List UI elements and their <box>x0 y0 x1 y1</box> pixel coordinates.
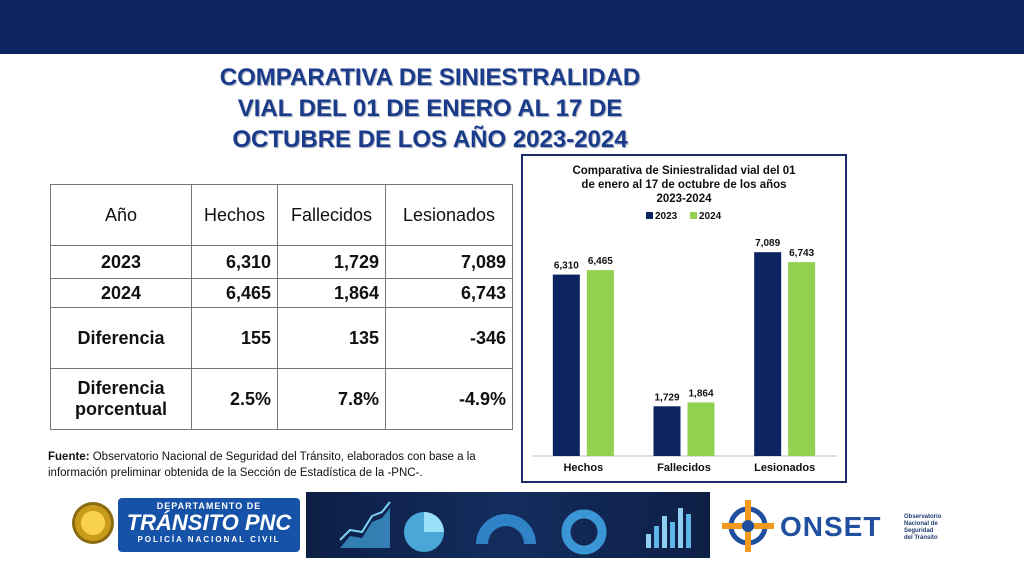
pnc-bottom-text: POLICÍA NACIONAL CIVIL <box>137 535 281 544</box>
source-text: Observatorio Nacional de Seguridad del T… <box>48 451 476 479</box>
header-bar <box>0 0 1024 54</box>
source-label: Fuente: <box>48 451 90 463</box>
onset-subtitle: Observatorio Nacional de Seguridad del T… <box>904 514 962 542</box>
bar-2024 <box>687 402 715 456</box>
police-badge-icon <box>72 502 114 544</box>
cell-lesionados: -346 <box>385 307 513 369</box>
data-label: 6,310 <box>554 261 579 272</box>
cell-hechos: 6,310 <box>191 245 278 279</box>
cell-fallecidos: 135 <box>277 307 386 369</box>
cell-fallecidos: 1,729 <box>277 245 386 279</box>
onset-logo: ONSET Observatorio Nacional de Seguridad… <box>722 500 962 552</box>
pnc-banner: DEPARTAMENTO DE TRÁNSITO PNC POLICÍA NAC… <box>118 498 300 552</box>
chart-canvas: Comparativa de Siniestralidad vial del 0… <box>533 165 837 474</box>
title-line: VIAL DEL 01 DE ENERO AL 17 DE <box>237 95 623 122</box>
row-label: Diferencia porcentual <box>50 368 192 430</box>
x-tick-label: Lesionados <box>754 462 815 474</box>
onset-subtitle-line: Seguridad <box>904 528 934 534</box>
cell-fallecidos: 7.8% <box>277 368 386 430</box>
bar-2023 <box>552 274 580 456</box>
cell-lesionados: 6,743 <box>385 278 513 308</box>
cell-hechos: 155 <box>191 307 278 369</box>
pnc-top-text: DEPARTAMENTO DE <box>156 501 262 511</box>
pnc-main-text: TRÁNSITO PNC <box>126 510 292 535</box>
table-header-row: Año Hechos Fallecidos Lesionados <box>50 184 513 246</box>
chart-title-line: 2023-2024 <box>657 193 713 205</box>
column-header: Lesionados <box>385 184 513 246</box>
page-title: COMPARATIVA DE SINIESTRALIDAD VIAL DEL 0… <box>170 62 690 155</box>
onset-wordmark: ONSET <box>780 511 882 542</box>
row-label-line: porcentual <box>74 399 167 419</box>
row-label: 2024 <box>50 278 192 308</box>
bar-2023 <box>653 406 681 456</box>
onset-subtitle-line: Nacional de <box>904 521 938 527</box>
chart-title-line: de enero al 17 de octubre de los años <box>581 179 786 191</box>
cell-fallecidos: 1,864 <box>277 278 386 308</box>
bar-chart: Comparativa de Siniestralidad vial del 0… <box>521 154 847 483</box>
onset-subtitle-line: Observatorio <box>904 514 942 520</box>
stats-table: Año Hechos Fallecidos Lesionados 2023 6,… <box>50 184 513 430</box>
data-label: 1,729 <box>654 392 679 403</box>
row-label: Diferencia <box>50 307 192 369</box>
column-header: Año <box>50 184 192 246</box>
source-note: Fuente: Observatorio Nacional de Segurid… <box>48 449 478 481</box>
analytics-graphics-icon <box>339 501 691 555</box>
table-row: 2024 6,465 1,864 6,743 <box>50 278 513 308</box>
data-label: 6,465 <box>588 256 613 267</box>
onset-subtitle-line: del Tránsito <box>904 535 938 541</box>
chart-title-line: Comparativa de Siniestralidad vial del 0… <box>572 165 796 177</box>
bar-2024 <box>788 262 816 456</box>
transito-pnc-logo: DEPARTAMENTO DE TRÁNSITO PNC POLICÍA NAC… <box>72 496 302 558</box>
row-label: 2023 <box>50 245 192 279</box>
bar-2024 <box>586 270 614 456</box>
table-row: Diferencia porcentual 2.5% 7.8% -4.9% <box>50 368 513 430</box>
legend-label: 2023 <box>655 211 678 222</box>
title-line: OCTUBRE DE LOS AÑO 2023-2024 <box>232 126 628 153</box>
onset-emblem-icon <box>722 500 774 552</box>
data-label: 6,743 <box>789 248 814 259</box>
cell-lesionados: 7,089 <box>385 245 513 279</box>
data-label: 1,864 <box>688 388 713 399</box>
table-row: Diferencia 155 135 -346 <box>50 307 513 369</box>
x-tick-label: Hechos <box>563 462 603 474</box>
legend-label: 2024 <box>699 211 722 222</box>
cell-hechos: 2.5% <box>191 368 278 430</box>
analytics-banner <box>306 492 710 558</box>
cell-lesionados: -4.9% <box>385 368 513 430</box>
cell-hechos: 6,465 <box>191 278 278 308</box>
x-tick-label: Fallecidos <box>657 462 711 474</box>
column-header: Hechos <box>191 184 278 246</box>
data-label: 7,089 <box>755 238 780 249</box>
bar-2023 <box>754 252 782 456</box>
table-row: 2023 6,310 1,729 7,089 <box>50 245 513 279</box>
title-line: COMPARATIVA DE SINIESTRALIDAD <box>219 64 641 91</box>
row-label-line: Diferencia <box>77 378 165 398</box>
column-header: Fallecidos <box>277 184 386 246</box>
legend-swatch <box>690 212 697 219</box>
legend-swatch <box>646 212 653 219</box>
